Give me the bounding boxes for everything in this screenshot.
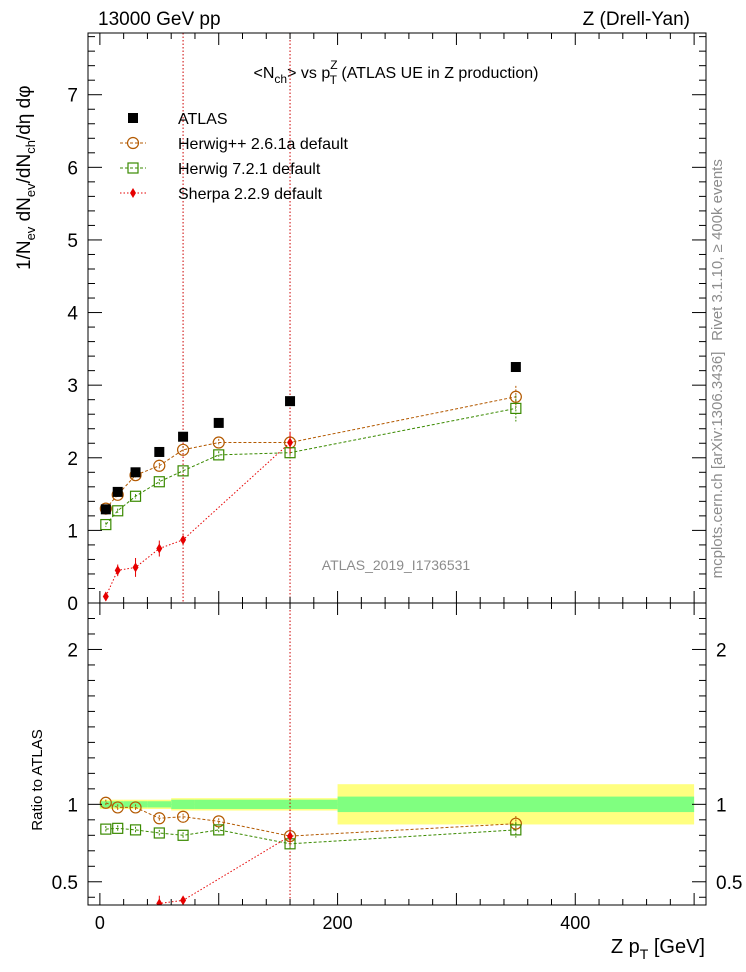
- series-sherpa-2-2-9-default: [103, 828, 294, 953]
- series-line: [155, 835, 291, 905]
- legend: ATLAS Herwig++ 2.6.1a default Herwig 7.2.1…: [120, 111, 348, 203]
- legend-label: Herwig 7.2.1 default: [178, 161, 321, 178]
- series-line: [105, 827, 516, 845]
- legend-item-herwig-7-2-1-default: Herwig 7.2.1 default: [120, 161, 321, 178]
- legend-label: Sherpa 2.2.9 default: [178, 186, 323, 203]
- data-point: [177, 829, 189, 841]
- data-point: [112, 822, 124, 834]
- data-point: [153, 827, 165, 839]
- y-tick-label: 6: [67, 158, 78, 179]
- ratio-panel: 0 200 400 0.5 0.5 1 1 2 2: [52, 602, 742, 953]
- data-point: [285, 396, 296, 407]
- y-tick-label: 2: [67, 449, 78, 470]
- series-atlas: [100, 362, 521, 515]
- legend-marker: [130, 188, 136, 198]
- data-point: [99, 796, 112, 809]
- data-point: [176, 443, 190, 456]
- ratio-y-tick-label: 2: [67, 640, 78, 661]
- series-line: [105, 442, 291, 597]
- legend-item-atlas: ATLAS: [128, 111, 228, 128]
- data-point: [287, 831, 294, 842]
- series-sherpa-2-2-9-default: [102, 431, 294, 602]
- y-tick-label: 0: [67, 594, 78, 615]
- series-line: [105, 802, 516, 837]
- ratio-y-tick-label-right: 2: [716, 640, 727, 661]
- data-point: [156, 898, 163, 905]
- data-point: [153, 459, 166, 472]
- data-point: [100, 823, 112, 835]
- x-axis-label: Z pT [GeV]: [611, 936, 705, 962]
- data-point: [510, 824, 522, 836]
- data-point: [154, 446, 165, 457]
- legend-marker: [126, 136, 140, 150]
- ratio-panel-frame: [87, 602, 707, 906]
- data-point: [129, 824, 142, 836]
- header-right: Z (Drell-Yan): [583, 9, 690, 30]
- series-line: [105, 396, 516, 509]
- y-tick-label: 1: [67, 521, 78, 542]
- data-point: [180, 895, 187, 905]
- legend-label: Herwig++ 2.6.1a default: [178, 136, 348, 153]
- data-point: [509, 390, 522, 403]
- data-point: [510, 362, 521, 373]
- main-title: <Nch> vs pZ T (ATLAS UE in Z production): [254, 58, 539, 87]
- legend-marker: [128, 113, 138, 123]
- data-point: [100, 504, 111, 515]
- data-point: [112, 505, 124, 517]
- data-point: [130, 467, 141, 478]
- data-point: [133, 912, 139, 922]
- data-point: [156, 543, 163, 554]
- series-line: [105, 407, 516, 525]
- data-point: [178, 431, 189, 442]
- y-axis-label-bottom: Ratio to ATLAS: [29, 729, 46, 830]
- data-point: [510, 402, 522, 415]
- y-tick-label: 7: [67, 86, 78, 107]
- header-left: 13000 GeV pp: [98, 9, 221, 30]
- x-tick-label: 400: [560, 913, 590, 933]
- data-point: [114, 565, 121, 576]
- data-point: [111, 801, 124, 814]
- data-point: [213, 824, 225, 836]
- data-point: [177, 465, 189, 477]
- data-point: [112, 486, 123, 497]
- data-point: [100, 518, 112, 531]
- data-point: [213, 449, 225, 461]
- data-point: [129, 801, 142, 814]
- y-tick-label: 3: [67, 376, 78, 397]
- mcplots-text: mcplots.cern.ch [arXiv:1306.3436]: [709, 352, 726, 579]
- y-tick-label: 4: [67, 304, 78, 325]
- ratio-y-tick-label: 0.5: [52, 873, 78, 894]
- legend-item-sherpa-2-2-9-default: Sherpa 2.2.9 default: [120, 186, 323, 203]
- y-tick-label: 5: [67, 231, 78, 252]
- series-herwig-2-6-1a-default: [99, 796, 522, 843]
- data-point: [180, 534, 187, 545]
- series-herwig-7-2-1-default: [100, 822, 522, 850]
- watermark: ATLAS_2019_I1736531: [322, 557, 471, 573]
- ratio-y-tick-label: 1: [67, 795, 78, 816]
- data-point: [103, 943, 109, 953]
- rivet-version-text: Rivet 3.1.10, ≥ 400k events: [709, 159, 726, 341]
- reference-band: [99, 784, 695, 825]
- data-point: [212, 436, 225, 449]
- legend-item-herwig-2-6-1a-default: Herwig++ 2.6.1a default: [120, 136, 348, 153]
- data-point: [132, 562, 139, 573]
- data-point: [115, 909, 121, 919]
- x-tick-label: 200: [323, 913, 353, 933]
- ratio-y-tick-label-right: 1: [716, 795, 727, 816]
- legend-label: ATLAS: [178, 111, 228, 128]
- data-point: [102, 591, 109, 602]
- data-point: [176, 810, 190, 823]
- data-point: [129, 490, 142, 502]
- data-point: [153, 812, 166, 825]
- top-panel: ATLAS_2019_I1736531 0 1 2 3 4 5 6 7: [67, 32, 707, 615]
- x-tick-label: 0: [95, 913, 105, 933]
- data-point: [213, 417, 224, 428]
- y-axis-label-top: 1/Nev dNev/dNch/dη dφ: [14, 85, 38, 270]
- legend-marker: [127, 162, 139, 174]
- data-point: [287, 437, 294, 448]
- ratio-y-tick-label-right: 0.5: [716, 873, 742, 894]
- data-point: [153, 476, 165, 488]
